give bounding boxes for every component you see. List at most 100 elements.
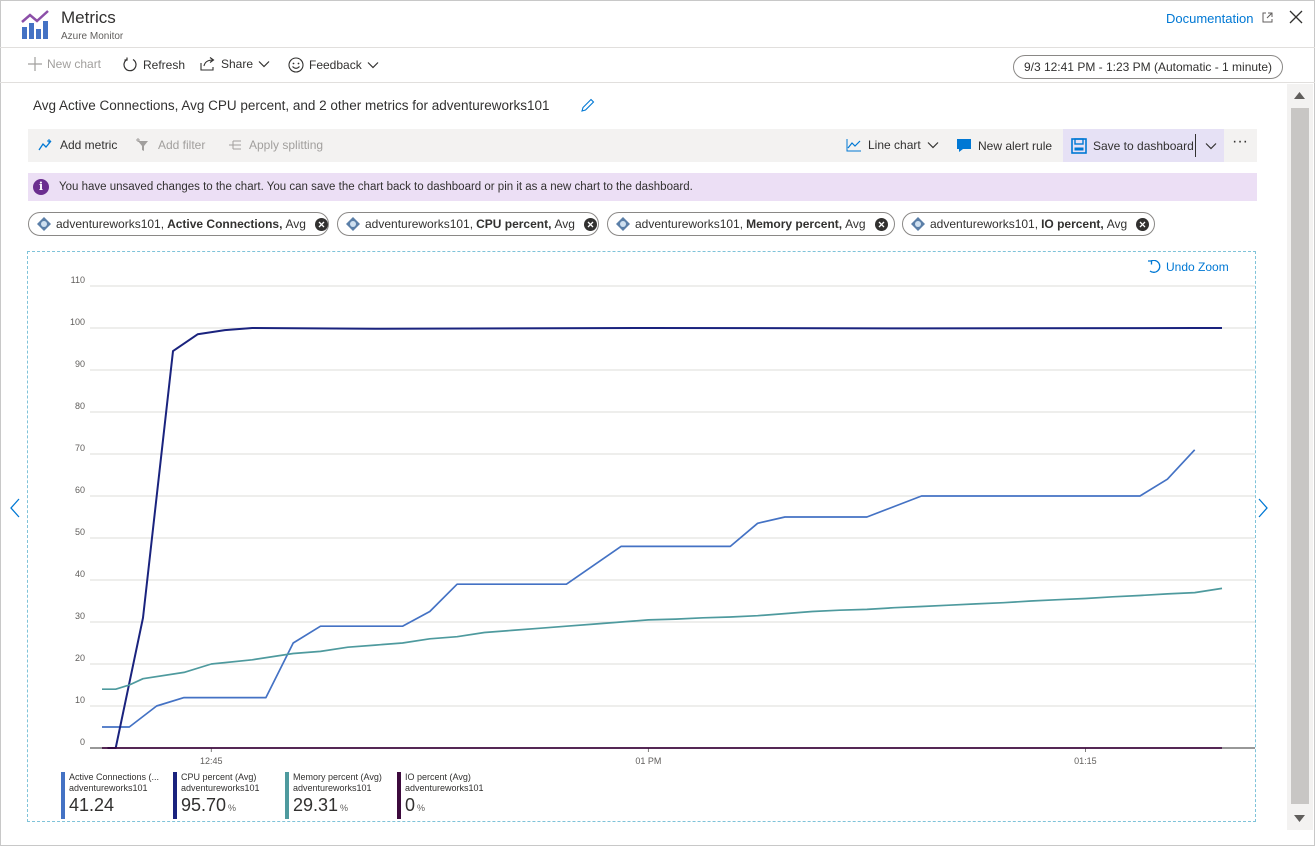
banner-text: You have unsaved changes to the chart. Y… xyxy=(59,181,693,193)
line-chart-icon xyxy=(846,139,861,152)
pill-metric: CPU percent, xyxy=(476,217,552,231)
remove-metric-icon[interactable] xyxy=(583,217,597,231)
info-icon: i xyxy=(33,179,49,195)
chart-area[interactable]: 0 10 20 30 40 50 60 70 80 90 100 110 12:45 01 PM 01:15 xyxy=(27,251,1256,822)
legend-value-row: 95.70% xyxy=(181,793,260,820)
legend-value: 29.31 xyxy=(293,795,339,815)
legend-color-bar xyxy=(397,772,401,819)
metric-pill[interactable]: adventureworks101, Active Connections, Avg xyxy=(28,212,329,236)
undo-zoom-button[interactable]: Undo Zoom xyxy=(1147,260,1229,274)
pill-resource: adventureworks101, xyxy=(930,217,1039,231)
share-icon xyxy=(200,57,215,71)
legend-item[interactable]: Memory percent (Avg) adventureworks101 29.… xyxy=(285,772,382,820)
metric-pill[interactable]: adventureworks101, IO percent, Avg xyxy=(902,212,1155,236)
legend-value: 95.70 xyxy=(181,795,227,815)
remove-metric-icon[interactable] xyxy=(1136,217,1150,231)
more-options-button[interactable]: ··· xyxy=(1232,133,1248,150)
chevron-down-icon xyxy=(258,61,270,68)
metric-pill[interactable]: adventureworks101, CPU percent, Avg xyxy=(337,212,599,236)
feedback-button[interactable]: Feedback xyxy=(288,57,379,73)
scroll-down-arrow-icon[interactable] xyxy=(1294,815,1305,822)
new-alert-rule-button[interactable]: New alert rule xyxy=(956,138,1052,153)
remove-metric-icon[interactable] xyxy=(314,217,328,231)
pill-metric: Active Connections, xyxy=(167,217,283,231)
y-tick-label: 100 xyxy=(70,317,85,327)
chevron-right-icon[interactable] xyxy=(1257,498,1269,518)
unsaved-changes-banner: i You have unsaved changes to the chart.… xyxy=(28,173,1257,201)
chart-type-label: Line chart xyxy=(868,138,921,152)
pill-resource: adventureworks101, xyxy=(365,217,474,231)
feedback-label: Feedback xyxy=(309,58,362,72)
x-tick-label: 12:45 xyxy=(200,756,223,766)
y-tick-label: 90 xyxy=(75,359,85,369)
refresh-button[interactable]: Refresh xyxy=(122,57,185,73)
scroll-thumb[interactable] xyxy=(1291,108,1309,804)
chart-toolbar: Add metric Add filter Apply splitting Li… xyxy=(28,129,1257,162)
chevron-down-icon xyxy=(927,142,939,149)
splitting-icon xyxy=(229,140,241,150)
alert-icon xyxy=(957,139,971,152)
button-divider xyxy=(1195,134,1196,157)
x-tick-label: 01 PM xyxy=(635,756,661,766)
legend-value-row: 0% xyxy=(405,793,484,820)
legend-value: 0 xyxy=(405,795,416,815)
database-resource-icon xyxy=(616,217,630,231)
scroll-up-arrow-icon[interactable] xyxy=(1294,92,1305,99)
legend-metric-name: Memory percent (Avg) xyxy=(293,772,382,782)
legend-value: 41.24 xyxy=(69,795,115,815)
legend-unit: % xyxy=(228,803,237,813)
line-chart[interactable]: 0 10 20 30 40 50 60 70 80 90 100 110 12:45 01 PM 01:15 xyxy=(28,252,1255,821)
external-link-icon[interactable] xyxy=(1262,12,1273,23)
blade-header: Metrics Azure Monitor Documentation xyxy=(0,0,1315,48)
apply-splitting-button[interactable]: Apply splitting xyxy=(228,138,323,152)
new-alert-rule-label: New alert rule xyxy=(978,138,1053,153)
y-tick-label: 80 xyxy=(75,401,85,411)
undo-icon xyxy=(1148,260,1161,273)
add-metric-button[interactable]: Add metric xyxy=(38,138,117,152)
refresh-label: Refresh xyxy=(143,58,186,72)
new-chart-label: New chart xyxy=(47,57,102,71)
metric-pill[interactable]: adventureworks101, Memory percent, Avg xyxy=(607,212,895,236)
close-icon[interactable] xyxy=(1289,10,1303,24)
database-resource-icon xyxy=(911,217,925,231)
legend-metric-name: Active Connections (... xyxy=(69,772,160,782)
documentation-link[interactable]: Documentation xyxy=(1166,11,1254,26)
chevron-down-icon xyxy=(367,62,379,69)
pill-resource: adventureworks101, xyxy=(635,217,744,231)
series-line xyxy=(107,327,1222,749)
chart-type-dropdown[interactable]: Line chart xyxy=(846,138,939,152)
pill-metric: IO percent, xyxy=(1041,217,1104,231)
plus-icon xyxy=(28,57,42,71)
y-tick-label: 40 xyxy=(75,569,85,579)
legend-unit: % xyxy=(340,803,349,813)
legend-item[interactable]: IO percent (Avg) adventureworks101 0% xyxy=(397,772,484,820)
legend-resource: adventureworks101 xyxy=(69,783,148,793)
pill-aggregation: Avg xyxy=(285,217,306,231)
add-filter-button[interactable]: Add filter xyxy=(136,138,205,152)
remove-metric-icon[interactable] xyxy=(874,217,888,231)
add-filter-label: Add filter xyxy=(158,138,206,152)
database-resource-icon xyxy=(37,217,51,231)
metrics-logo-icon xyxy=(21,10,49,39)
chevron-down-icon xyxy=(1205,142,1216,149)
save-to-dashboard-dropdown[interactable] xyxy=(1197,129,1224,162)
new-chart-button[interactable]: New chart xyxy=(28,57,101,71)
add-metric-icon xyxy=(38,139,52,151)
share-button[interactable]: Share xyxy=(200,57,270,71)
page-subtitle: Azure Monitor xyxy=(61,31,124,42)
pill-resource: adventureworks101, xyxy=(56,217,165,231)
undo-zoom-label: Undo Zoom xyxy=(1166,260,1229,274)
legend-item[interactable]: Active Connections (... adventureworks101… xyxy=(61,772,159,820)
y-tick-label: 50 xyxy=(75,527,85,537)
series-line xyxy=(102,587,1223,691)
legend-resource: adventureworks101 xyxy=(293,783,372,793)
y-tick-label: 70 xyxy=(75,443,85,453)
vertical-scrollbar[interactable] xyxy=(1287,84,1313,830)
legend-resource: adventureworks101 xyxy=(181,783,260,793)
pencil-icon[interactable] xyxy=(580,98,595,113)
legend-item[interactable]: CPU percent (Avg) adventureworks101 95.70% xyxy=(173,772,260,820)
page-title: Metrics xyxy=(61,8,116,27)
time-range-picker[interactable]: 9/3 12:41 PM - 1:23 PM (Automatic - 1 mi… xyxy=(1013,55,1283,79)
chevron-left-icon[interactable] xyxy=(9,498,21,518)
y-tick-label: 110 xyxy=(71,275,85,285)
